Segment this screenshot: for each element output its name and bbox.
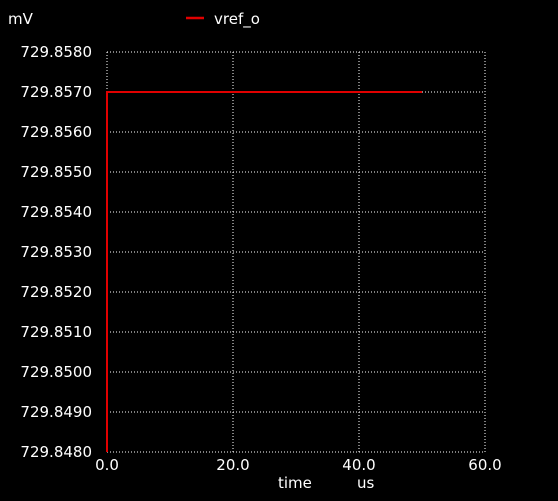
x-tick-label: 40.0 xyxy=(342,456,375,474)
y-tick-label: 729.8480 xyxy=(20,443,92,461)
y-tick-label: 729.8520 xyxy=(20,283,92,301)
legend-label-vref-o: vref_o xyxy=(214,10,260,29)
x-tick-label: 0.0 xyxy=(95,456,119,474)
axis-ticks: 729.8480 729.8490 729.8500 729.8510 729.8520… xyxy=(20,43,501,474)
y-tick-label: 729.8580 xyxy=(20,43,92,61)
y-unit-label: mV xyxy=(8,10,34,28)
series-layer xyxy=(106,91,422,452)
x-unit-label: us xyxy=(357,474,375,492)
legend: vref_o xyxy=(186,10,260,29)
y-tick-label: 729.8540 xyxy=(20,203,92,221)
y-tick-label: 729.8550 xyxy=(20,163,92,181)
y-tick-label: 729.8490 xyxy=(20,403,92,421)
x-tick-label: 60.0 xyxy=(468,456,501,474)
y-tick-label: 729.8500 xyxy=(20,363,92,381)
y-tick-label: 729.8560 xyxy=(20,123,92,141)
y-tick-label: 729.8570 xyxy=(20,83,92,101)
x-axis-label: time xyxy=(278,474,312,492)
grid xyxy=(106,51,486,453)
y-tick-label: 729.8530 xyxy=(20,243,92,261)
y-tick-label: 729.8510 xyxy=(20,323,92,341)
x-tick-label: 20.0 xyxy=(216,456,249,474)
series-line-vref-o xyxy=(106,91,422,452)
